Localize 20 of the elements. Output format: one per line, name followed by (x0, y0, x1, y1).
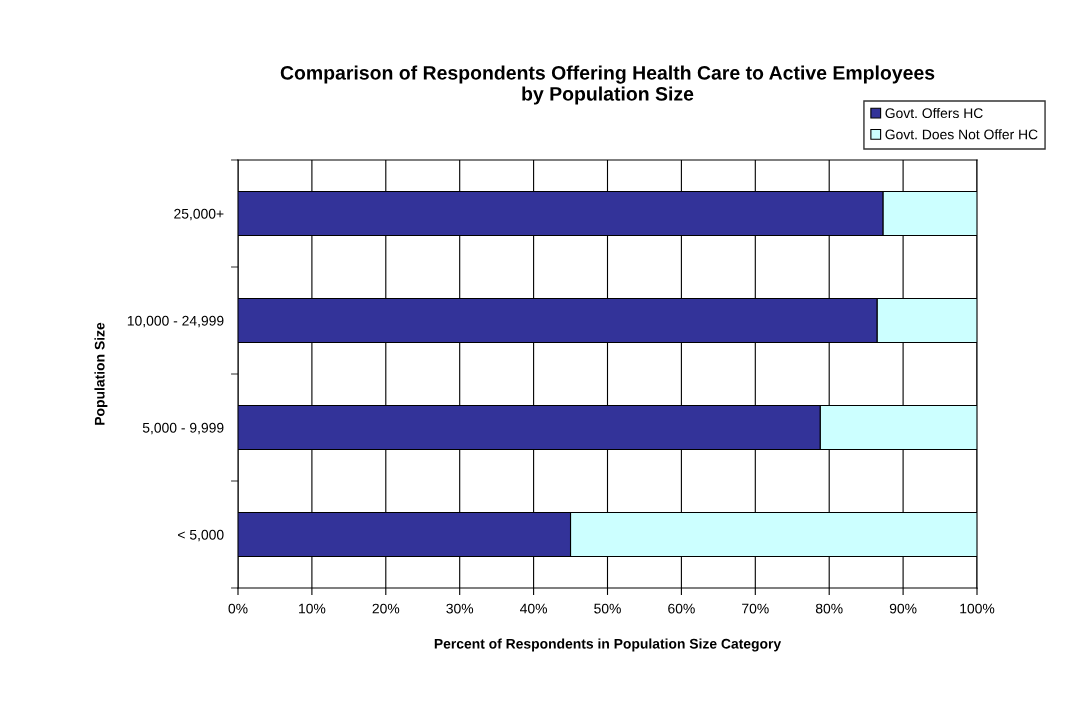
y-tick-label: 5,000 - 9,999 (142, 422, 224, 435)
legend-label: Govt. Offers HC (885, 107, 983, 119)
y-tick-label: < 5,000 (178, 529, 224, 542)
x-tick-label: 20% (372, 603, 400, 614)
x-tick-label: 100% (960, 603, 995, 614)
x-tick-label: 80% (815, 603, 843, 614)
legend-label: Govt. Does Not Offer HC (885, 129, 1038, 140)
chart-title: Comparison of Respondents Offering Health Care to Active Employees by Population Size (280, 65, 935, 105)
x-tick-label: 50% (594, 603, 621, 614)
x-tick-label: 30% (446, 603, 474, 614)
x-tick-label: 90% (889, 603, 917, 614)
x-tick-label: 0% (228, 603, 248, 614)
x-tick-label: 40% (520, 603, 548, 614)
x-axis-title: Percent of Respondents in Population Size Category (434, 638, 782, 652)
y-axis-title: Population Size (94, 322, 108, 425)
y-tick-label: 25,000+ (174, 208, 224, 221)
y-tick-label: 10,000 - 24,999 (127, 315, 224, 328)
x-tick-label: 10% (299, 603, 326, 614)
x-tick-label: 70% (742, 603, 769, 614)
x-tick-label: 60% (668, 603, 695, 614)
